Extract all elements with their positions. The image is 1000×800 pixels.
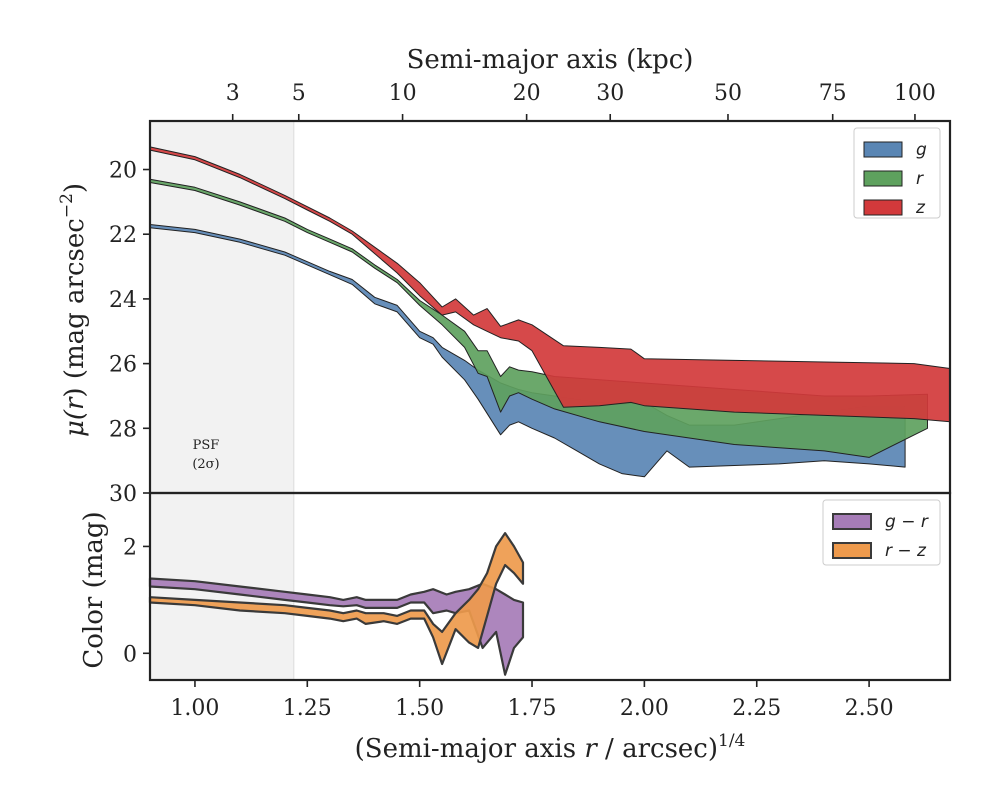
- top-tick-label: 5: [292, 81, 306, 106]
- top-tick-label: 10: [389, 81, 417, 106]
- band-r: [149, 178, 928, 458]
- x-tick-label: 2.25: [732, 696, 781, 721]
- color-y-tick-label: 0: [123, 642, 137, 667]
- legend-top-swatch: [863, 170, 903, 187]
- upper-legend: grz: [853, 127, 941, 219]
- y-tick-label: 20: [109, 159, 137, 184]
- legend-top-swatch: [863, 199, 903, 216]
- legend-bottom-swatch: [832, 513, 872, 530]
- y-tick-label: 22: [109, 223, 137, 248]
- top-axis-label: Semi-major axis (kpc): [407, 45, 694, 75]
- x-tick-label: 2.00: [620, 696, 669, 721]
- top-tick-label: 20: [513, 81, 541, 106]
- lower-legend: g − r r − z: [822, 499, 941, 566]
- y-axis-label: μ(r) (mag arcsec−2): [57, 183, 90, 437]
- x-tick-label: 1.75: [508, 696, 557, 721]
- legend-top-swatch: [863, 141, 903, 158]
- legend-bottom-label: g − r: [885, 512, 929, 532]
- x-tick-label: 1.25: [283, 696, 332, 721]
- color-series: [148, 531, 525, 676]
- legend-bottom-swatch: [832, 542, 872, 559]
- top-tick-label: 100: [894, 81, 936, 106]
- x-tick-label: 1.00: [170, 696, 219, 721]
- legend-top-label: r: [916, 169, 924, 189]
- y-tick-label: 28: [109, 417, 137, 442]
- legend-bottom-label: r − z: [885, 541, 927, 561]
- psf-label-sigma: (2σ): [192, 457, 219, 472]
- top-tick-label: 3: [226, 81, 240, 106]
- color-axis-label: Color (mag): [79, 511, 109, 668]
- band-g-minus-r: [148, 577, 525, 676]
- top-tick-label: 30: [596, 81, 624, 106]
- top-tick-label: 75: [819, 81, 847, 106]
- axis-ticks: 1.00 1.25 1.50 1.75 2.00 2.25 2.503 5 10 20 30 50 75…: [109, 81, 936, 721]
- x-tick-label: 2.50: [845, 696, 894, 721]
- legend-top-label: z: [915, 198, 926, 218]
- psf-label: PSF: [193, 438, 220, 453]
- color-y-tick-label: 2: [123, 535, 137, 560]
- top-tick-label: 50: [714, 81, 742, 106]
- y-tick-label: 26: [109, 353, 137, 378]
- x-tick-label: 1.50: [395, 696, 444, 721]
- psf-region-upper: [150, 121, 294, 493]
- band-r-minus-z: [148, 531, 525, 666]
- legend-top-label: g: [916, 140, 927, 160]
- y-tick-label: 24: [109, 288, 137, 313]
- y-tick-label: 30: [109, 482, 137, 507]
- lower-panel-frame: [148, 491, 952, 682]
- x-axis-label: (Semi-major axis r / arcsec)1/4: [355, 731, 746, 764]
